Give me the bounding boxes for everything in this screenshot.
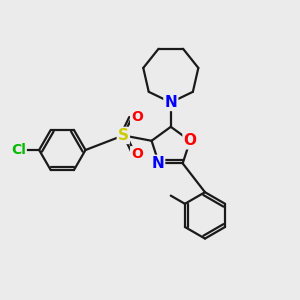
Text: Cl: Cl bbox=[11, 143, 26, 157]
Text: S: S bbox=[118, 128, 129, 143]
Text: O: O bbox=[131, 147, 143, 161]
Text: O: O bbox=[184, 133, 196, 148]
Text: N: N bbox=[164, 95, 177, 110]
Text: N: N bbox=[152, 156, 164, 171]
Text: O: O bbox=[131, 110, 143, 124]
